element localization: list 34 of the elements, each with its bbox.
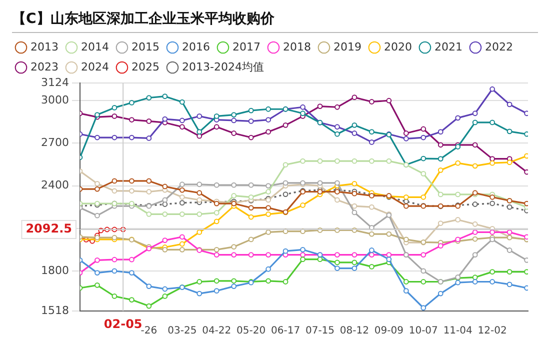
x-tick-label: 05-20 xyxy=(236,326,266,337)
legend-label: 2023 xyxy=(30,60,58,74)
legend-label: 2024 xyxy=(80,60,109,74)
y-tick-label: 1800 xyxy=(41,264,69,277)
y-tick-label: 2700 xyxy=(41,136,69,150)
legend-label: 2025 xyxy=(131,60,160,74)
legend-label: 2022 xyxy=(484,40,513,54)
x-tick-label: 10-07 xyxy=(408,326,438,337)
y-tick-label: 2400 xyxy=(41,178,69,192)
y-tick-label: 1518 xyxy=(41,304,69,317)
x-tick-label: 08-12 xyxy=(340,326,369,337)
y-tick-label: 3000 xyxy=(41,93,69,106)
legend-label: 2015 xyxy=(131,40,160,54)
legend-label: 2019 xyxy=(333,40,362,54)
x-tick-label: 06-17 xyxy=(271,326,300,337)
y-tick-label: 3124 xyxy=(41,76,69,89)
x-tick-label: 03-25 xyxy=(168,326,197,337)
legend-label: 2020 xyxy=(384,40,412,54)
ref-line-label: 2092.5 xyxy=(26,222,72,236)
legend-label: 2017 xyxy=(232,40,260,54)
x-tick-label: 12-02 xyxy=(478,326,507,337)
legend-label: 2013-2024均值 xyxy=(182,60,264,74)
legend-label: 2014 xyxy=(80,40,109,54)
x-tick-label: 09-09 xyxy=(374,326,404,337)
legend-label: 2016 xyxy=(182,40,210,54)
legend-label: 2021 xyxy=(434,40,462,54)
legend-label: 2013 xyxy=(30,40,58,54)
x-tick-label: 07-15 xyxy=(305,326,335,337)
x-tick-label: 04-22 xyxy=(202,326,232,337)
chart-title: 【C】山东地区深加工企业玉米平均收购价 xyxy=(11,10,276,29)
x-tick-label: 11-04 xyxy=(443,326,472,337)
legend-label: 2018 xyxy=(282,40,311,54)
ref-line-label: 02-05 xyxy=(104,317,142,332)
x-tick-label: -26 xyxy=(140,326,158,337)
